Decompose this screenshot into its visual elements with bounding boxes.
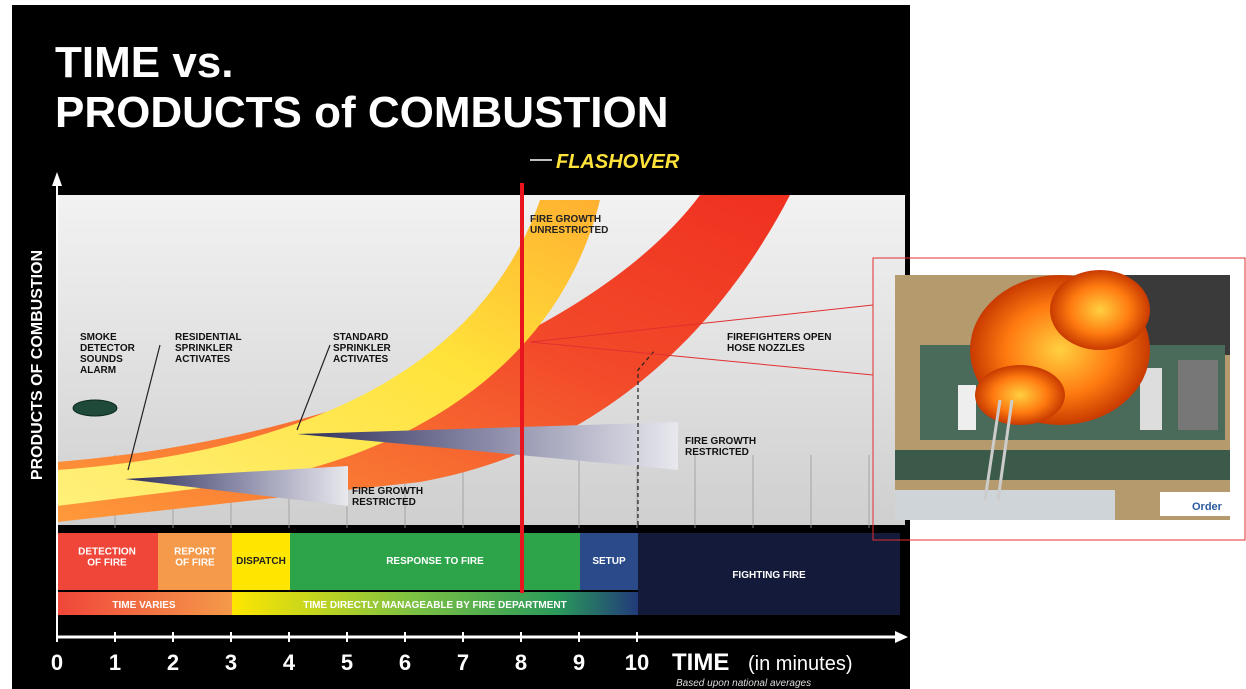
connector <box>529 304 874 343</box>
annotation: RESTRICTED <box>685 447 749 458</box>
phase-label: OF FIRE <box>87 558 127 569</box>
x-tick-label: 8 <box>515 650 527 675</box>
time-row-label: TIME DIRECTLY MANAGEABLE BY FIRE DEPARTM… <box>303 600 567 611</box>
annotation: ACTIVATES <box>333 354 389 365</box>
fire <box>1050 270 1150 350</box>
axis-unit: (in minutes) <box>748 653 852 675</box>
restriction-wedge <box>125 466 348 506</box>
pointer <box>127 344 161 471</box>
x-tick-label: 6 <box>399 650 411 675</box>
annotation: RESTRICTED <box>352 497 416 508</box>
title-line: PRODUCTS of COMBUSTION <box>55 88 669 137</box>
x-tick-label: 2 <box>167 650 179 675</box>
phase-label: RESPONSE TO FIRE <box>386 556 484 567</box>
x-tick-label: 4 <box>283 650 296 675</box>
phase-label: REPORT <box>174 547 216 558</box>
phase-bar <box>638 533 900 615</box>
sign <box>1160 492 1230 516</box>
x-tick-label: 3 <box>225 650 237 675</box>
phase-label: SETUP <box>592 556 626 567</box>
flashover-label: FLASHOVER <box>556 151 680 173</box>
x-tick-label: 7 <box>457 650 469 675</box>
pointer <box>637 349 656 525</box>
phase-label: DETECTION <box>78 547 136 558</box>
smoke-detector-icon <box>72 399 118 417</box>
x-tick-label: 10 <box>625 650 649 675</box>
phase-bar <box>580 533 638 590</box>
phase-bar <box>290 533 580 590</box>
window <box>1140 368 1162 430</box>
connector <box>529 341 874 376</box>
x-tick-label: 5 <box>341 650 353 675</box>
annotation: RESIDENTIAL <box>175 332 242 343</box>
fire <box>975 365 1065 425</box>
annotation: FIRE GROWTH <box>530 214 601 225</box>
fire-growth-outer <box>57 195 790 522</box>
annotation: UNRESTRICTED <box>530 225 608 236</box>
annotation: FIRE GROWTH <box>352 486 423 497</box>
x-axis-arrow <box>895 631 908 643</box>
phase-label: FIGHTING FIRE <box>732 570 806 581</box>
pointer <box>296 344 331 431</box>
x-tick-label: 1 <box>109 650 121 675</box>
fire-growth-inner <box>57 200 600 506</box>
storefront <box>895 450 1230 480</box>
annotation: SPRINKLER <box>333 343 392 354</box>
phase-bar <box>158 533 232 590</box>
annotation: DETECTOR <box>80 343 136 354</box>
photo-frame <box>872 257 1246 541</box>
axis-label: TIME <box>672 649 729 676</box>
time-row-label: TIME VARIES <box>112 600 175 611</box>
annotation: STANDARD <box>333 332 388 343</box>
ladder <box>996 399 1014 501</box>
y-axis-arrow <box>52 172 62 186</box>
annotation: SPRINKLER <box>175 343 234 354</box>
truck <box>895 490 1115 520</box>
axis-note: Based upon national averages <box>676 678 811 689</box>
phase-bar <box>57 533 158 590</box>
time-row <box>57 592 232 615</box>
photo: Order <box>895 270 1230 520</box>
window <box>1178 360 1218 430</box>
annotation: ALARM <box>80 365 116 376</box>
sign-text: Order <box>1192 501 1223 513</box>
phase-label: DISPATCH <box>236 556 286 567</box>
annotation: FIREFIGHTERS OPEN <box>727 332 831 343</box>
time-row <box>232 592 638 615</box>
annotation: HOSE NOZZLES <box>727 343 805 354</box>
y-axis-label: PRODUCTS OF COMBUSTION <box>29 250 46 480</box>
annotation: SMOKE <box>80 332 117 343</box>
annotation: ACTIVATES <box>175 354 231 365</box>
phase-bar <box>232 533 290 590</box>
phase-label: OF FIRE <box>175 558 215 569</box>
x-tick-label: 0 <box>51 650 63 675</box>
restriction-wedge <box>297 422 678 470</box>
title-line: TIME vs. <box>55 38 234 87</box>
x-tick-label: 9 <box>573 650 585 675</box>
ladder <box>983 399 1002 501</box>
annotation: SOUNDS <box>80 354 123 365</box>
annotation: FIRE GROWTH <box>685 436 756 447</box>
window <box>958 385 976 430</box>
